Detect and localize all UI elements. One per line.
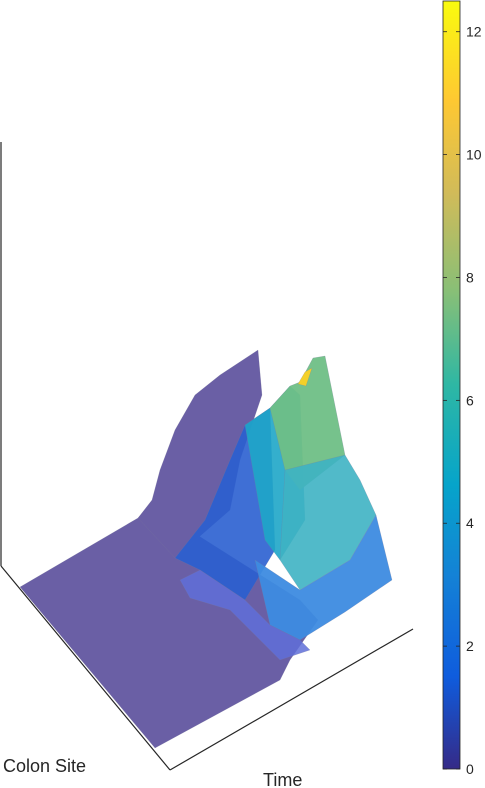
colorbar-tick-label: 2 <box>466 638 474 654</box>
colorbar-tick-label: 0 <box>466 761 474 777</box>
x-axis-label: Time <box>263 770 302 788</box>
x-axis-line <box>169 628 414 771</box>
axes <box>0 142 414 771</box>
y-axis-label: Colon Site <box>3 756 86 776</box>
colorbar-tick-label: 8 <box>466 269 474 285</box>
surface-edge-violet <box>179 569 311 661</box>
colorbar-tick-label: 10 <box>466 147 482 163</box>
colorbar-gradient <box>442 0 461 770</box>
colorbar-tick-label: 12 <box>466 24 482 40</box>
colorbar-ticks: 0 2 4 6 8 10 12 <box>443 24 482 777</box>
surface-peak <box>297 367 313 387</box>
y-axis-line <box>0 565 171 771</box>
surface <box>19 349 393 749</box>
colorbar-tick-label: 6 <box>466 392 474 408</box>
colorbar-tick-label: 4 <box>466 515 474 531</box>
colorbar: 0 2 4 6 8 10 12 <box>442 0 482 777</box>
